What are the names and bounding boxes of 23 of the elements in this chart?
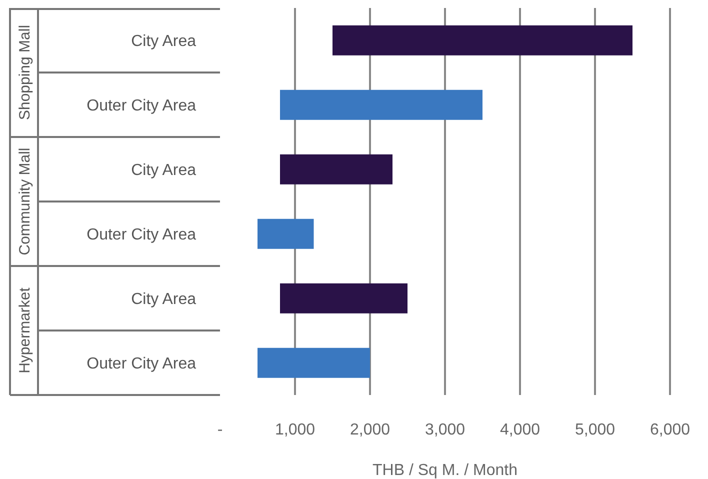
x-tick-label: 2,000: [350, 421, 390, 438]
bar: [332, 25, 632, 56]
x-tick-label: 6,000: [650, 421, 690, 438]
bar: [280, 154, 392, 184]
y-tick-label: Outer City Area: [86, 226, 196, 244]
y-tick-label: Outer City Area: [86, 355, 196, 372]
text: Community Mall: [16, 148, 34, 256]
y-tick-label: City Area: [131, 162, 196, 179]
bar: [280, 90, 482, 120]
x-tick-label: 3,000: [424, 421, 466, 438]
bar: [258, 348, 370, 378]
y-tick-label: Outer City Area: [86, 97, 196, 114]
bar: [280, 283, 408, 314]
x-tick-label: 5,000: [574, 421, 616, 438]
y-tick-label: City Area: [131, 32, 196, 50]
bar: [258, 218, 314, 249]
x-tick-label: -: [217, 421, 223, 438]
text: Shopping Mall: [16, 24, 34, 120]
x-tick-label: 1,000: [274, 421, 316, 438]
text: Hypermarket: [16, 286, 34, 374]
x-axis-title: THB / Sq M. / Month: [372, 462, 518, 479]
x-tick-label: 4,000: [500, 421, 540, 438]
y-tick-label: City Area: [131, 290, 196, 308]
